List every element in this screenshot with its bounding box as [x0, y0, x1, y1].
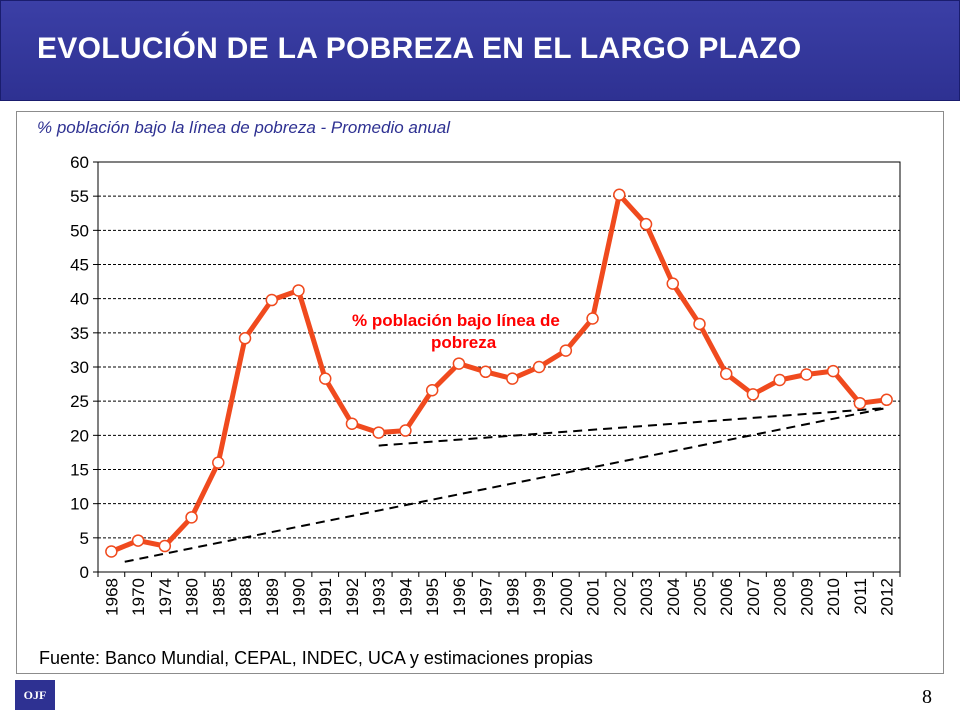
page-number: 8 — [922, 686, 932, 708]
x-tick-label: 2010 — [824, 578, 843, 616]
data-point — [719, 367, 733, 381]
y-tick-label: 45 — [70, 256, 89, 275]
y-tick-label: 50 — [70, 221, 89, 240]
data-point — [532, 360, 546, 374]
x-tick-label: 1996 — [450, 578, 469, 616]
y-tick-label: 30 — [70, 358, 89, 377]
data-point — [265, 293, 279, 307]
x-tick-label: 1970 — [129, 578, 148, 616]
data-point — [345, 417, 359, 430]
data-point — [185, 511, 198, 524]
data-series — [105, 188, 893, 558]
data-point — [131, 534, 145, 547]
data-point — [693, 317, 706, 331]
data-point — [372, 426, 385, 439]
y-axis-ticks: 0 5 10 15 20 25 30 35 40 45 50 55 60 — [70, 153, 98, 582]
data-point — [746, 388, 760, 401]
x-tick-label: 2000 — [557, 578, 576, 616]
y-tick-label: 20 — [70, 426, 89, 445]
x-tick-label: 1999 — [530, 578, 549, 616]
x-tick-label: 1997 — [477, 578, 496, 616]
data-point — [479, 365, 492, 379]
slide-title: EVOLUCIÓN DE LA POBREZA EN EL LARGO PLAZ… — [37, 32, 802, 65]
x-tick-label: 1992 — [343, 578, 362, 616]
x-tick-label: 1985 — [209, 578, 228, 616]
chart-frame: % población bajo la línea de pobreza - P… — [16, 111, 944, 674]
y-tick-label: 5 — [80, 529, 89, 548]
x-tick-label: 1974 — [156, 578, 175, 616]
annotation-line-1: % población bajo línea de — [352, 311, 560, 330]
chart-source: Fuente: Banco Mundial, CEPAL, INDEC, UCA… — [39, 648, 593, 668]
x-tick-label: 2002 — [610, 578, 629, 616]
data-point — [399, 424, 412, 437]
y-tick-label: 10 — [70, 495, 89, 514]
slide-header: EVOLUCIÓN DE LA POBREZA EN EL LARGO PLAZ… — [0, 0, 960, 101]
grid-lines — [98, 195, 900, 539]
data-point — [773, 373, 786, 387]
data-point — [212, 456, 225, 469]
data-point — [586, 312, 599, 325]
x-tick-label: 2009 — [797, 578, 816, 616]
data-point — [853, 396, 867, 410]
x-tick-label: 1990 — [290, 578, 309, 616]
trend-line — [378, 407, 887, 447]
x-tick-label: 2001 — [584, 578, 603, 616]
data-point — [425, 383, 439, 397]
x-tick-label: 2006 — [717, 578, 736, 616]
x-tick-label: 1998 — [503, 578, 522, 616]
poverty-line-chart: % población bajo la línea de pobreza - P… — [37, 118, 901, 668]
x-tick-label: 2007 — [744, 578, 763, 616]
data-point — [826, 364, 840, 378]
x-tick-label: 1968 — [102, 578, 121, 616]
data-point — [613, 188, 626, 202]
data-point — [506, 372, 519, 385]
y-tick-label: 15 — [70, 461, 89, 480]
annotation-line-2: pobreza — [431, 333, 497, 352]
y-tick-label: 35 — [70, 324, 89, 343]
x-tick-label: 1993 — [370, 578, 389, 616]
y-tick-label: 25 — [70, 392, 89, 411]
data-point — [800, 368, 813, 381]
x-tick-label: 1980 — [183, 578, 202, 616]
x-tick-label: 1995 — [423, 578, 442, 616]
data-point — [318, 372, 332, 385]
data-point — [666, 277, 680, 290]
x-tick-label: 2008 — [771, 578, 790, 616]
data-point — [105, 545, 118, 558]
data-point — [292, 284, 305, 297]
y-tick-label: 55 — [70, 187, 89, 206]
data-point — [158, 539, 172, 553]
x-tick-label: 1989 — [263, 578, 282, 616]
y-tick-label: 0 — [80, 563, 89, 582]
x-axis-ticks: 1968 1970 1974 1980 1985 1988 1989 1990 1991 1992… — [97, 572, 901, 616]
series-line — [108, 192, 890, 554]
data-point — [452, 357, 466, 370]
x-tick-label: 2004 — [664, 578, 683, 616]
x-tick-label: 1991 — [316, 578, 335, 616]
y-tick-label: 40 — [70, 290, 89, 309]
x-tick-label: 2005 — [691, 578, 710, 616]
trend-lines — [124, 407, 887, 563]
y-tick-label: 60 — [70, 153, 89, 172]
data-point — [880, 393, 893, 407]
data-point — [559, 344, 573, 357]
trend-line — [124, 407, 887, 563]
x-tick-label: 1988 — [236, 578, 255, 616]
chart-subtitle: % población bajo la línea de pobreza - P… — [37, 118, 451, 137]
data-point — [238, 332, 252, 345]
data-point — [639, 217, 653, 231]
ojf-logo: OJF — [15, 680, 55, 710]
x-tick-label: 2003 — [637, 578, 656, 616]
x-tick-label: 1994 — [396, 578, 415, 616]
x-tick-label: 2011 — [851, 578, 870, 615]
x-tick-label: 2012 — [878, 578, 897, 616]
